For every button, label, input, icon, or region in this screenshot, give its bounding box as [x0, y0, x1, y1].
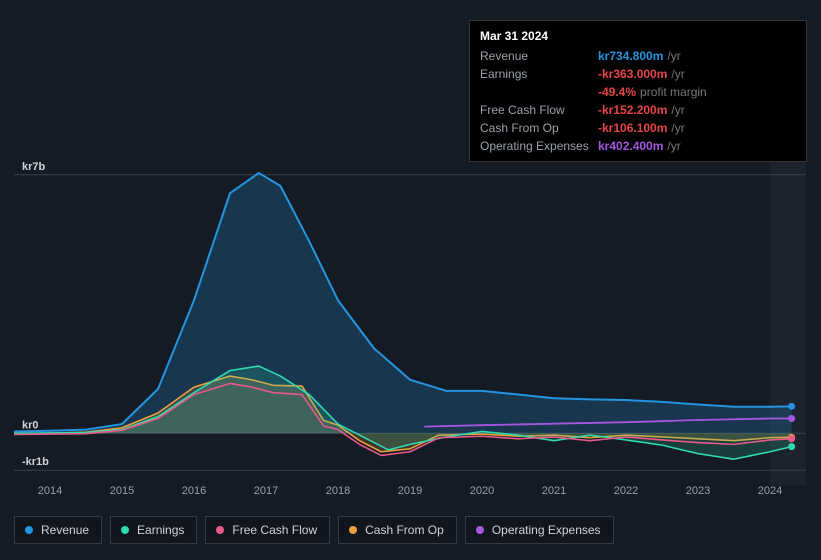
tooltip-row: Cash From Op-kr106.100m/yr: [480, 119, 796, 137]
tooltip-label: Earnings: [480, 67, 598, 81]
legend-item-operating-expenses[interactable]: Operating Expenses: [465, 516, 614, 544]
tooltip-row: Free Cash Flow-kr152.200m/yr: [480, 101, 796, 119]
tooltip-label: Free Cash Flow: [480, 103, 598, 117]
x-axis-label: 2015: [110, 485, 134, 497]
tooltip-value: kr402.400m: [598, 139, 663, 153]
legend-label: Cash From Op: [365, 523, 444, 537]
series-end-dot: [788, 403, 795, 410]
tooltip-suffix: profit margin: [640, 85, 707, 99]
y-axis-label: kr7b: [22, 161, 46, 173]
x-axis-label: 2020: [470, 485, 494, 497]
tooltip-suffix: /yr: [671, 67, 684, 81]
legend-item-cash-from-op[interactable]: Cash From Op: [338, 516, 457, 544]
x-axis-label: 2019: [398, 485, 422, 497]
legend-item-revenue[interactable]: Revenue: [14, 516, 102, 544]
legend-label: Earnings: [137, 523, 184, 537]
tooltip-value: -kr106.100m: [598, 121, 667, 135]
tooltip-date: Mar 31 2024: [480, 27, 796, 47]
x-axis-label: 2016: [182, 485, 206, 497]
tooltip-label: Operating Expenses: [480, 139, 598, 153]
tooltip-value: -kr363.000m: [598, 67, 667, 81]
legend-dot-icon: [216, 526, 224, 534]
x-axis-label: 2023: [686, 485, 710, 497]
y-axis-label: kr0: [22, 419, 39, 431]
tooltip-row: Revenuekr734.800m/yr: [480, 47, 796, 65]
legend-dot-icon: [25, 526, 33, 534]
tooltip-label: Cash From Op: [480, 121, 598, 135]
tooltip-value: -49.4%: [598, 85, 636, 99]
legend-dot-icon: [349, 526, 357, 534]
series-end-dot: [788, 415, 795, 422]
x-axis-label: 2017: [254, 485, 278, 497]
legend-label: Free Cash Flow: [232, 523, 317, 537]
tooltip-row: Earnings-kr363.000m/yr: [480, 65, 796, 83]
legend-label: Operating Expenses: [492, 523, 601, 537]
financials-chart: kr7b kr0 -kr1b: [14, 160, 806, 485]
tooltip-value: -kr152.200m: [598, 103, 667, 117]
series-end-dot: [788, 443, 795, 450]
legend-dot-icon: [476, 526, 484, 534]
legend-label: Revenue: [41, 523, 89, 537]
chart-legend: Revenue Earnings Free Cash Flow Cash From O…: [14, 516, 614, 544]
legend-dot-icon: [121, 526, 129, 534]
tooltip-value: kr734.800m: [598, 49, 663, 63]
tooltip-suffix: /yr: [667, 49, 680, 63]
series-end-dot: [788, 435, 795, 442]
legend-item-earnings[interactable]: Earnings: [110, 516, 197, 544]
tooltip-row: -49.4% profit margin: [480, 83, 796, 101]
legend-item-free-cash-flow[interactable]: Free Cash Flow: [205, 516, 330, 544]
x-axis-label: 2014: [38, 485, 62, 497]
tooltip-suffix: /yr: [671, 121, 684, 135]
x-axis-label: 2022: [614, 485, 638, 497]
tooltip-suffix: /yr: [671, 103, 684, 117]
chart-tooltip: Mar 31 2024 Revenuekr734.800m/yrEarnings…: [469, 20, 807, 162]
y-axis-label: -kr1b: [22, 456, 49, 468]
x-axis-label: 2021: [542, 485, 566, 497]
tooltip-label: Revenue: [480, 49, 598, 63]
tooltip-label: [480, 85, 598, 99]
x-axis-label: 2024: [758, 485, 782, 497]
x-axis-label: 2018: [326, 485, 350, 497]
tooltip-row: Operating Expenseskr402.400m/yr: [480, 137, 796, 155]
tooltip-suffix: /yr: [667, 139, 680, 153]
